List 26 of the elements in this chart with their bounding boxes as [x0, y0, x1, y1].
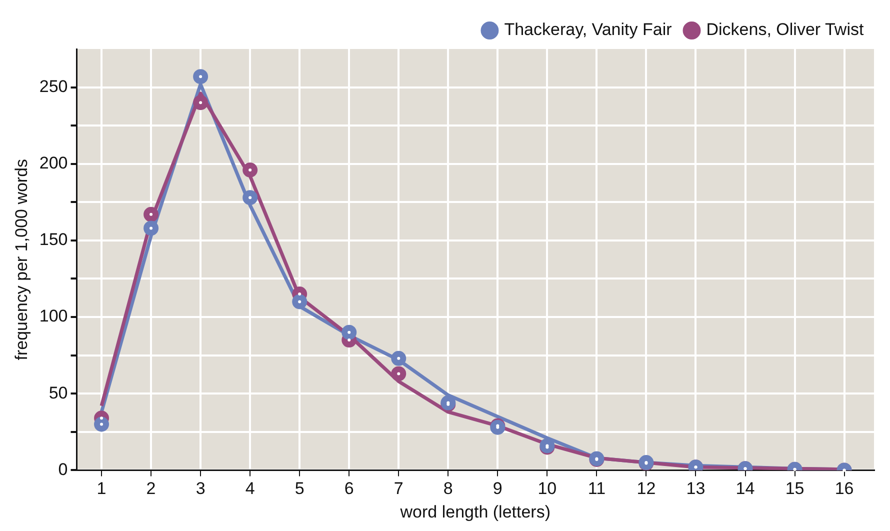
x-tick-label: 12 — [636, 479, 656, 498]
x-tick-label: 5 — [294, 479, 304, 498]
x-tick-label: 1 — [96, 479, 106, 498]
legend-label: Thackeray, Vanity Fair — [504, 20, 672, 40]
x-tick-label: 9 — [492, 479, 502, 498]
y-tick-label: 200 — [39, 154, 68, 173]
y-tick-label: 0 — [58, 460, 68, 479]
x-tick-label: 3 — [196, 479, 206, 498]
legend-label: Dickens, Oliver Twist — [706, 20, 864, 40]
x-tick-label: 14 — [736, 479, 755, 498]
x-tick-label: 15 — [785, 479, 804, 498]
y-tick-label: 250 — [39, 76, 68, 96]
x-tick-label: 6 — [344, 479, 354, 498]
x-tick-label: 4 — [245, 479, 255, 498]
x-tick-label: 8 — [443, 479, 453, 498]
y-tick-label: 50 — [48, 383, 68, 402]
y-tick-label: 100 — [39, 306, 68, 326]
x-tick-label: 13 — [686, 479, 706, 498]
x-axis-title: word length (letters) — [399, 502, 550, 522]
x-tick-label: 10 — [538, 479, 557, 498]
y-tick-label: 150 — [39, 230, 68, 250]
x-tick-label: 11 — [588, 479, 606, 498]
y-axis-title: frequency per 1,000 words — [12, 158, 31, 360]
x-tick-label: 16 — [834, 479, 854, 498]
x-tick-label: 7 — [394, 479, 404, 498]
x-tick-label: 2 — [146, 479, 156, 498]
